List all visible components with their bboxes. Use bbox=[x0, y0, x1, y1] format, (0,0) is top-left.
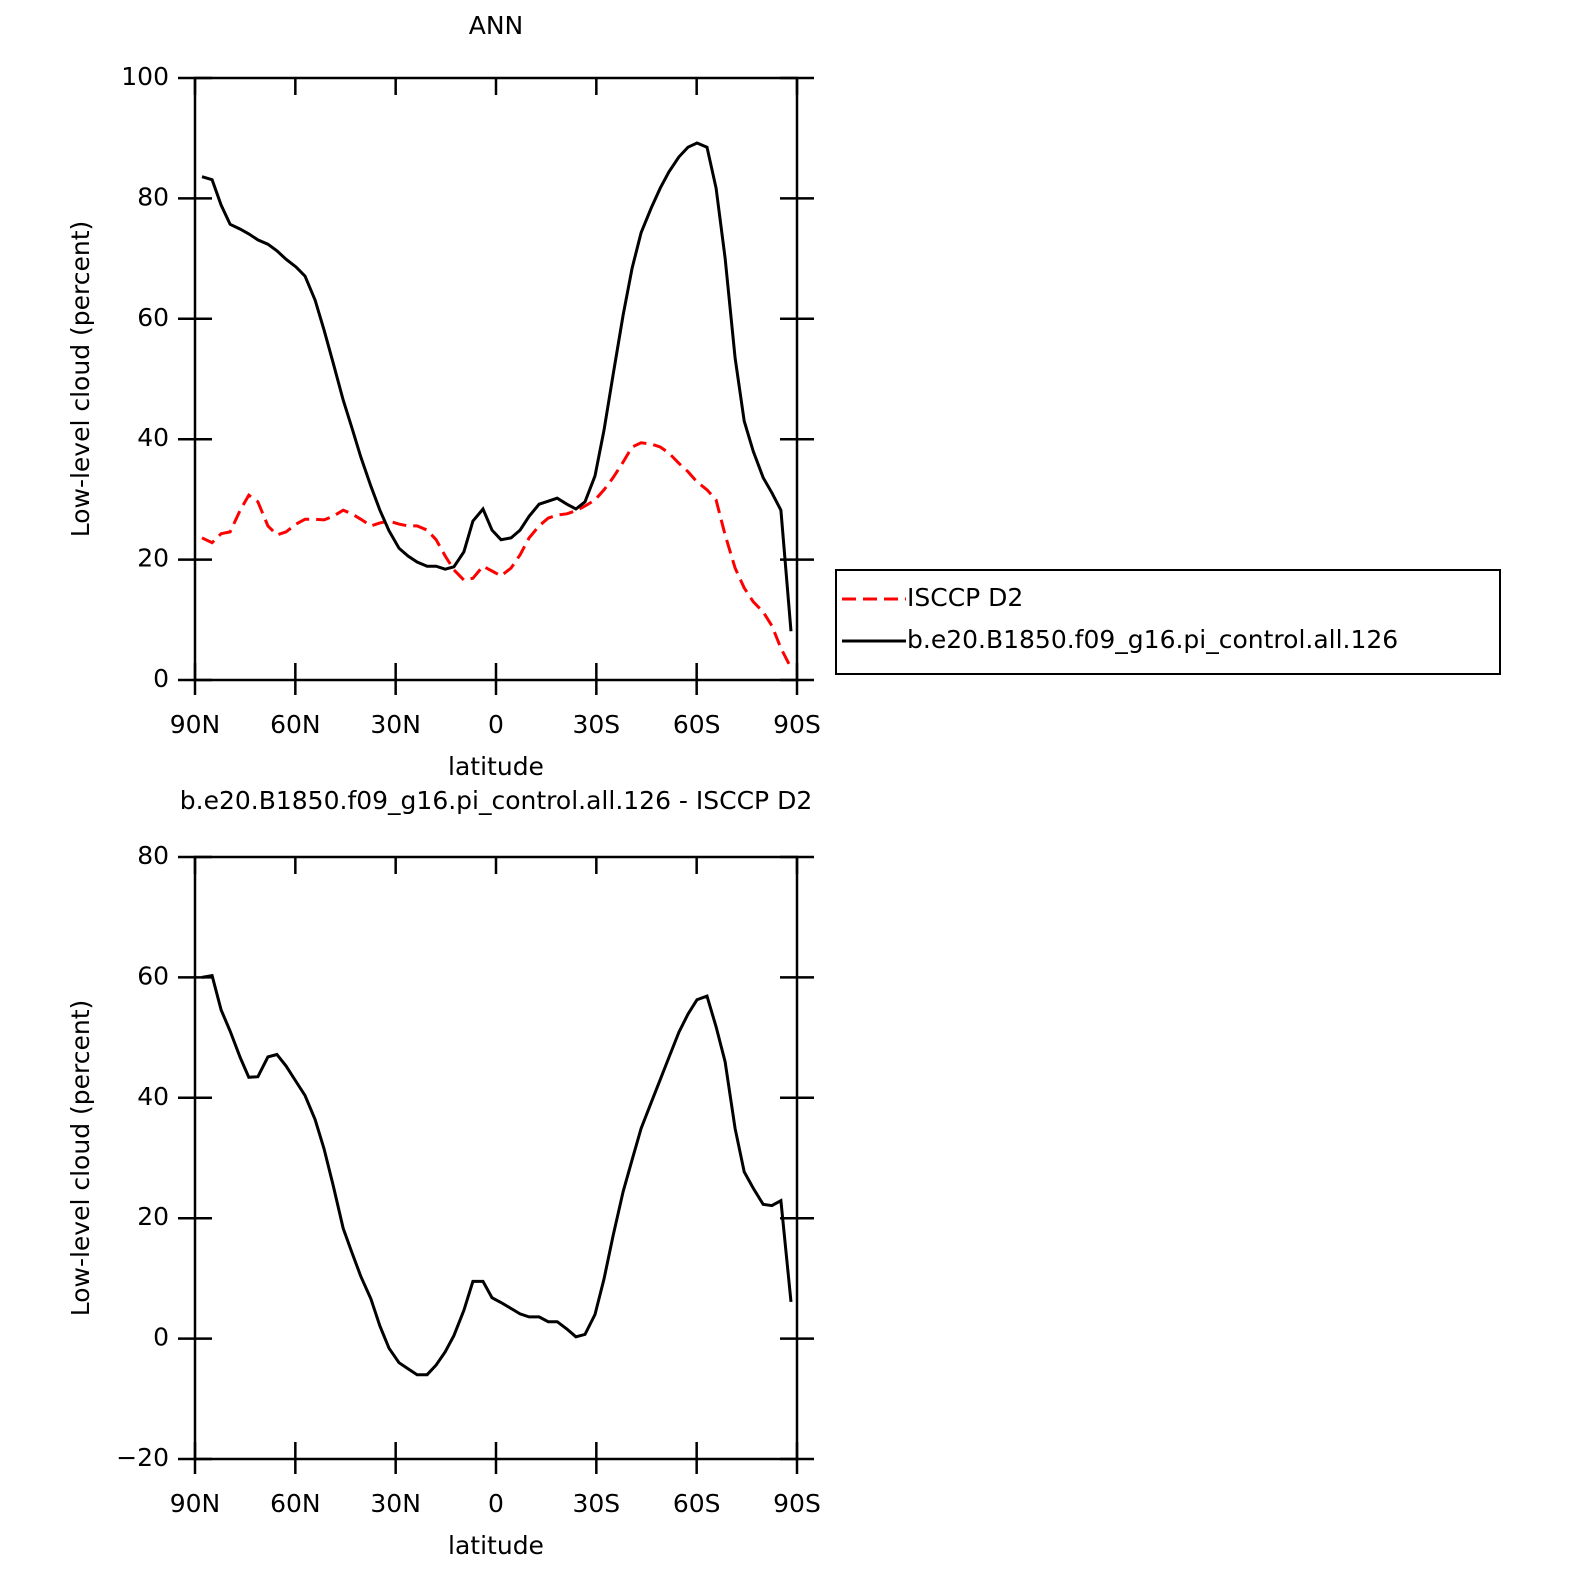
legend-label: b.e20.B1850.f09_g16.pi_control.all.126 bbox=[907, 625, 1398, 654]
plot-frame bbox=[193, 76, 799, 682]
data-line bbox=[201, 973, 793, 1377]
x-tick-label: 60S bbox=[673, 710, 721, 739]
x-tick-label: 30S bbox=[572, 710, 620, 739]
y-tick-label: 60 bbox=[137, 303, 169, 332]
y-tick-label: 20 bbox=[137, 544, 169, 573]
legend-label: ISCCP D2 bbox=[907, 583, 1023, 612]
y-tick-label: −20 bbox=[116, 1443, 169, 1472]
x-tick-label: 90N bbox=[170, 710, 221, 739]
x-tick-label: 30N bbox=[370, 1489, 421, 1518]
x-axis-label: latitude bbox=[448, 1531, 544, 1560]
x-tick-label: 90S bbox=[773, 1489, 821, 1518]
x-tick-label: 60N bbox=[270, 1489, 321, 1518]
x-axis-label: latitude bbox=[448, 752, 544, 781]
data-line bbox=[201, 441, 793, 669]
y-tick-label: 80 bbox=[137, 182, 169, 211]
legend-box bbox=[835, 569, 1501, 675]
x-tick-label: 0 bbox=[488, 1489, 504, 1518]
x-tick-label: 60N bbox=[270, 710, 321, 739]
chart-title: ANN bbox=[469, 11, 524, 40]
x-tick-label: 90S bbox=[773, 710, 821, 739]
y-tick-label: 0 bbox=[153, 1323, 169, 1352]
y-tick-label: 0 bbox=[153, 664, 169, 693]
data-line bbox=[201, 141, 793, 632]
x-tick-label: 30S bbox=[572, 1489, 620, 1518]
y-tick-label: 100 bbox=[121, 62, 169, 91]
plot-frame bbox=[193, 855, 799, 1461]
y-tick-label: 40 bbox=[137, 1082, 169, 1111]
x-tick-label: 0 bbox=[488, 710, 504, 739]
x-tick-label: 90N bbox=[170, 1489, 221, 1518]
x-tick-label: 60S bbox=[673, 1489, 721, 1518]
y-axis-label: Low-level cloud (percent) bbox=[66, 1000, 95, 1317]
y-tick-label: 80 bbox=[137, 841, 169, 870]
y-tick-label: 40 bbox=[137, 423, 169, 452]
y-tick-label: 20 bbox=[137, 1202, 169, 1231]
chart-title: b.e20.B1850.f09_g16.pi_control.all.126 -… bbox=[180, 786, 812, 815]
x-tick-label: 30N bbox=[370, 710, 421, 739]
y-axis-label: Low-level cloud (percent) bbox=[66, 221, 95, 538]
y-tick-label: 60 bbox=[137, 961, 169, 990]
